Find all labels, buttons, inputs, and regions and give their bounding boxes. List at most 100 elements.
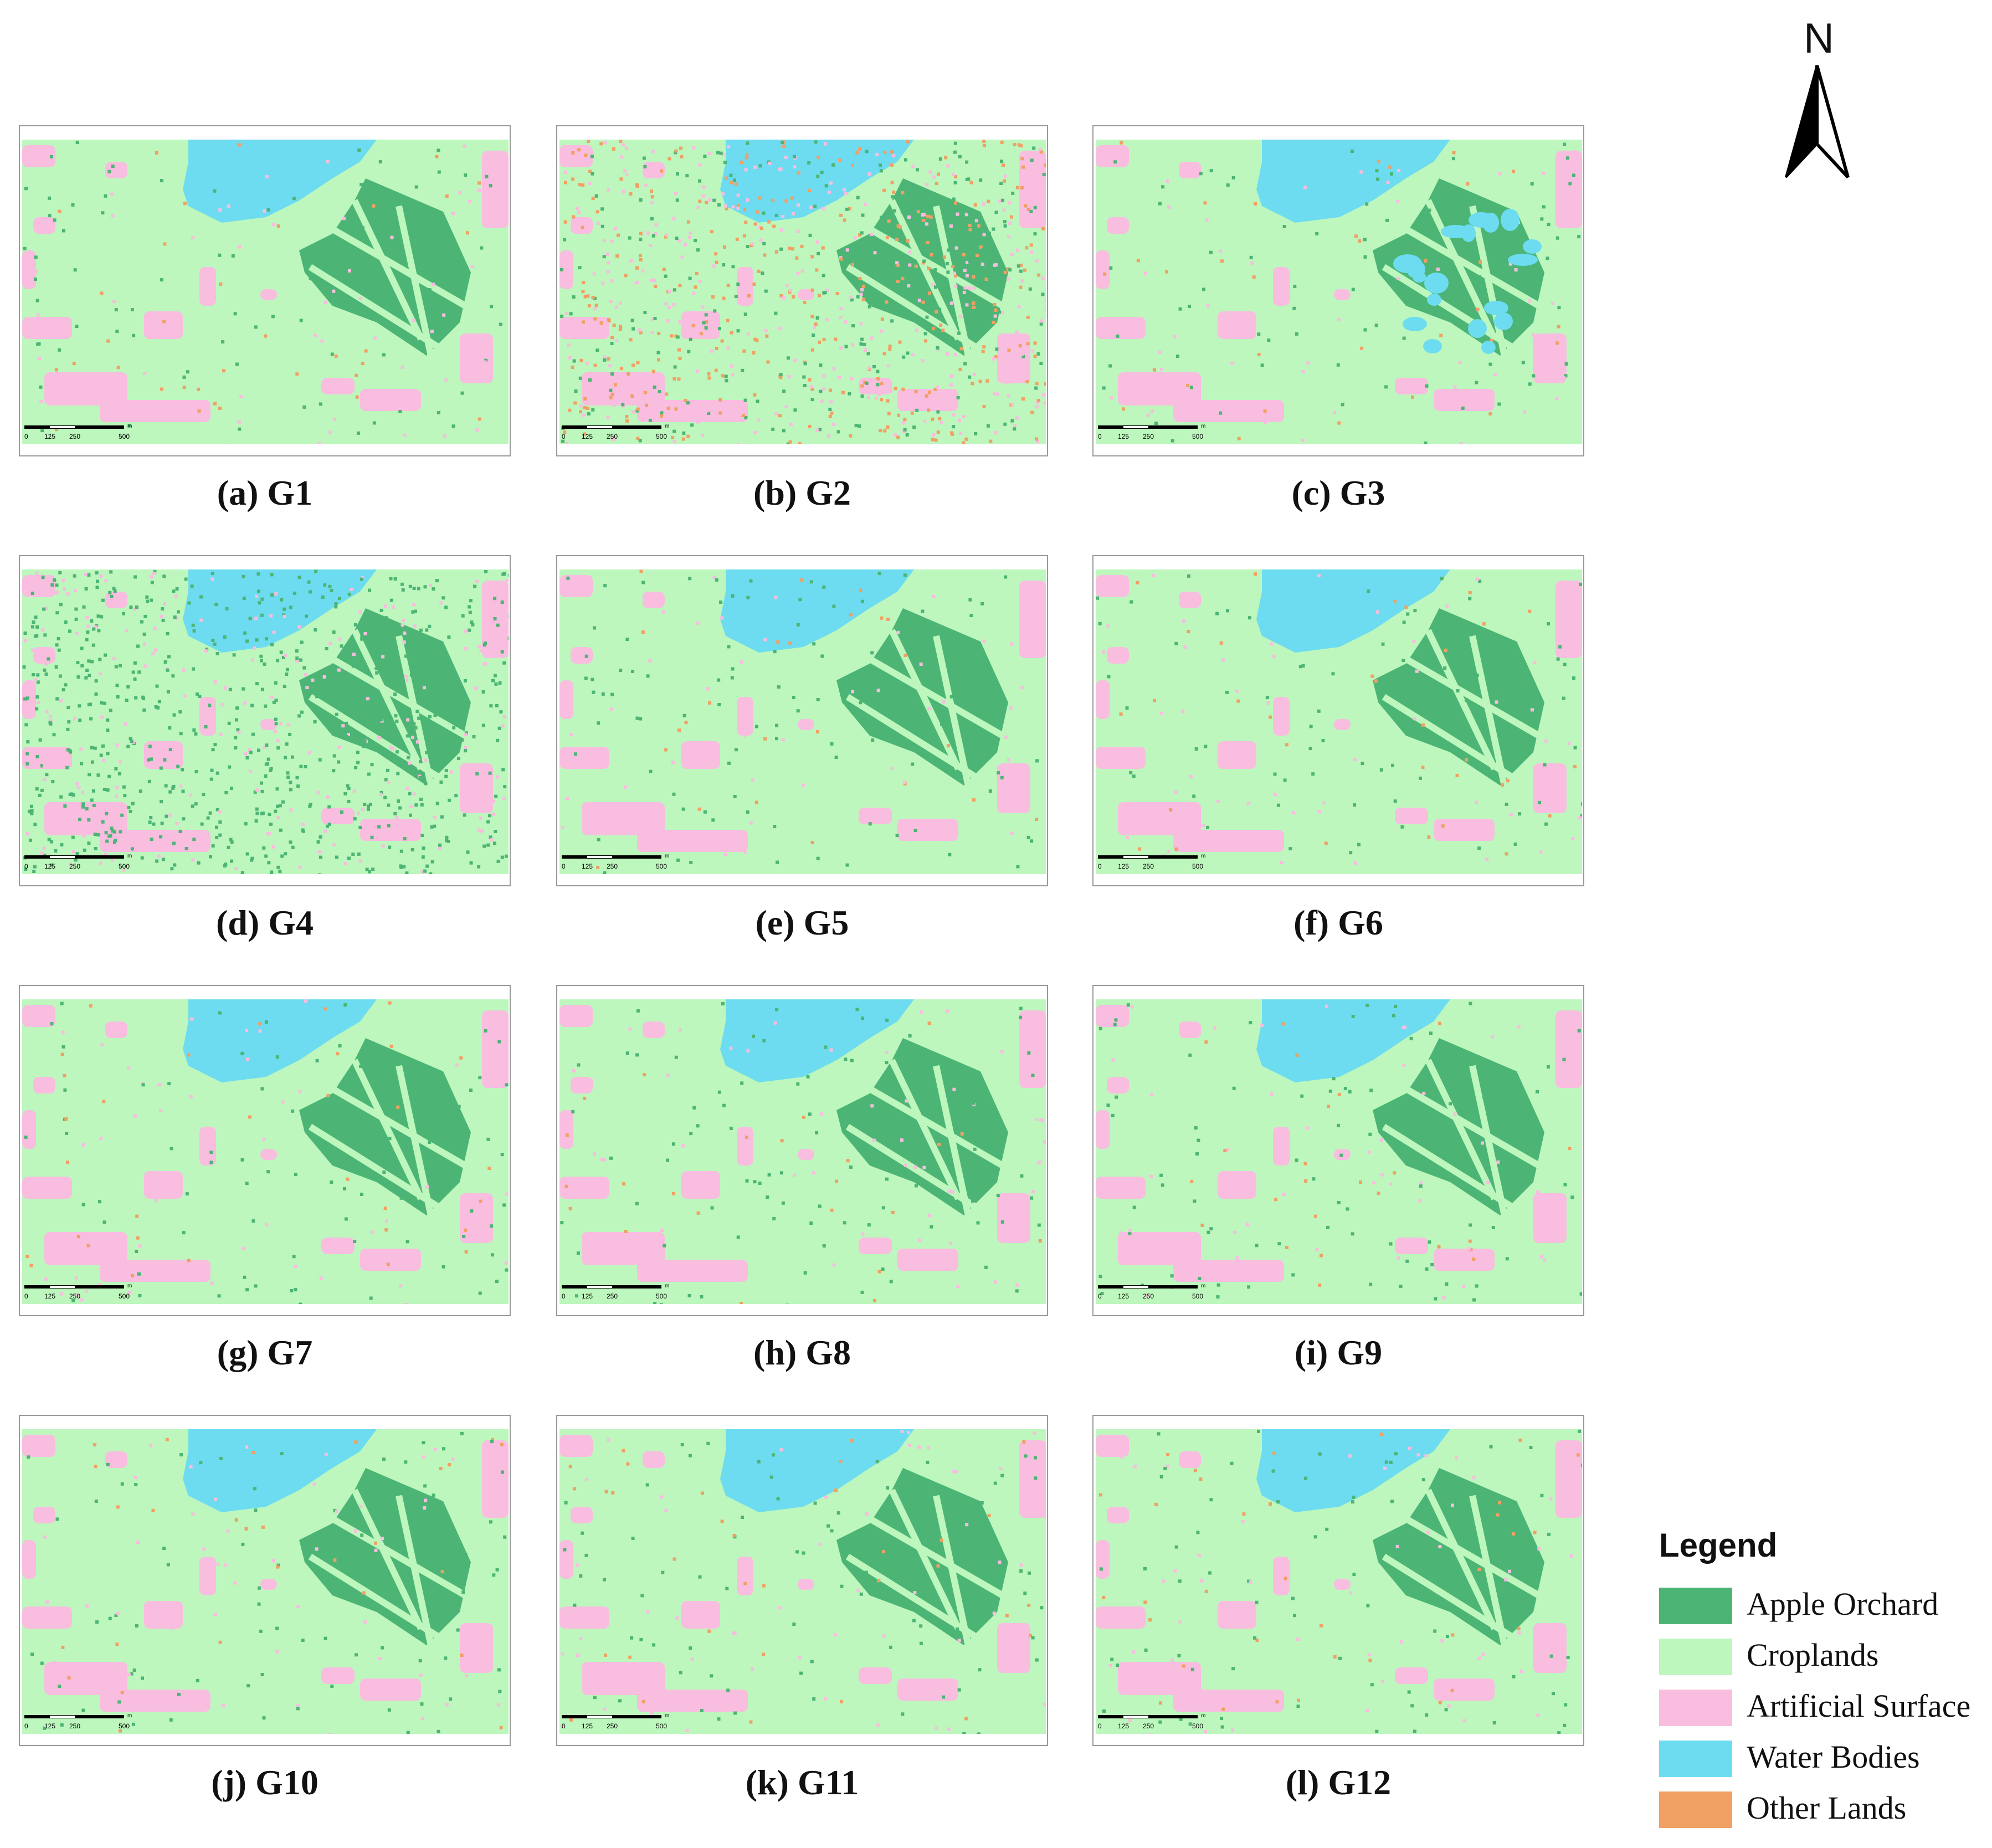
legend-item: Water Bodies — [1659, 1736, 1991, 1787]
legend-item: Croplands — [1659, 1634, 1991, 1685]
scale-bar: 0 125 250 500 m — [562, 853, 669, 870]
scale-bar: 0 125 250 500 m — [24, 1713, 132, 1730]
legend-item: Artificial Surface — [1659, 1685, 1991, 1736]
map-panel-3: 0 125 250 500 m — [1092, 125, 1584, 456]
scale-bar-tick: 0 — [1098, 1722, 1102, 1730]
panel-caption: (e) G5 — [755, 903, 849, 942]
map-panel-5: 0 125 250 500 m — [556, 555, 1048, 886]
legend: Legend Apple Orchard Croplands Artificial … — [1659, 1526, 1991, 1838]
scale-bar-tick: 125 — [1118, 1292, 1129, 1300]
scale-bar-tick: 125 — [1118, 1722, 1129, 1730]
panel-caption: (b) G2 — [753, 473, 851, 512]
scale-bar: 0 125 250 500 m — [24, 1283, 132, 1300]
scale-bar-tick: 125 — [582, 433, 593, 440]
land-cover-map: 0 125 250 500 m — [559, 569, 1046, 874]
scale-bar-tick: 125 — [582, 1292, 593, 1300]
scale-bar: 0 125 250 500 m — [562, 423, 669, 440]
scale-bar-tick: 0 — [562, 1722, 566, 1730]
scale-bar-tick: 500 — [656, 433, 667, 440]
scale-bar-tick: 250 — [607, 433, 618, 440]
legend-swatch — [1659, 1741, 1732, 1777]
panel-caption: (d) G4 — [216, 903, 314, 942]
scale-bar-tick: 500 — [119, 1722, 130, 1730]
panel-caption: (c) G3 — [1291, 473, 1385, 512]
north-arrow-icon — [1785, 65, 1850, 179]
scale-bar-tick: 125 — [44, 433, 55, 440]
panel-caption: (i) G9 — [1294, 1333, 1383, 1372]
scale-bar-tick: 250 — [607, 1292, 618, 1300]
scale-bar-tick: 250 — [1143, 863, 1154, 870]
legend-label: Other Lands — [1747, 1790, 1907, 1826]
scale-bar-tick: 500 — [119, 1292, 130, 1300]
scale-bar-unit: m — [1201, 423, 1205, 429]
scale-bar-tick: 500 — [1192, 1292, 1203, 1300]
scale-bar-tick: 500 — [1192, 1722, 1203, 1730]
legend-label: Artificial Surface — [1747, 1688, 1971, 1724]
panel-caption: (l) G12 — [1285, 1763, 1392, 1802]
scale-bar-unit: m — [665, 423, 669, 429]
north-label: N — [1804, 15, 1834, 62]
legend-label: Croplands — [1747, 1637, 1879, 1673]
map-panel-10: 0 125 250 500 m — [19, 1415, 511, 1746]
scale-bar-tick: 125 — [44, 863, 55, 870]
scale-bar-unit: m — [665, 853, 669, 859]
legend-label: Water Bodies — [1747, 1739, 1920, 1775]
scale-bar: 0 125 250 500 m — [24, 853, 132, 870]
scale-bar-tick: 250 — [607, 863, 618, 870]
scale-bar-unit: m — [127, 1283, 132, 1289]
scale-bar-tick: 0 — [562, 863, 566, 870]
scale-bar-tick: 500 — [656, 1292, 667, 1300]
map-panel-9: 0 125 250 500 m — [1092, 985, 1584, 1316]
scale-bar: 0 125 250 500 m — [1098, 1283, 1205, 1300]
legend-item: Other Lands — [1659, 1787, 1991, 1838]
map-panel-4: 0 125 250 500 m — [19, 555, 511, 886]
legend-item: Apple Orchard — [1659, 1583, 1991, 1634]
scale-bar-tick: 0 — [24, 1722, 28, 1730]
scale-bar-unit: m — [127, 1713, 132, 1719]
map-panel-12: 0 125 250 500 m — [1092, 1415, 1584, 1746]
scale-bar-tick: 0 — [24, 1292, 28, 1300]
legend-swatch — [1659, 1588, 1732, 1624]
map-panel-7: 0 125 250 500 m — [19, 985, 511, 1316]
map-panel-2: 0 125 250 500 m — [556, 125, 1048, 456]
scale-bar-tick: 0 — [1098, 433, 1102, 440]
legend-swatch — [1659, 1639, 1732, 1675]
panel-caption: (g) G7 — [217, 1333, 313, 1372]
panel-caption: (j) G10 — [211, 1763, 319, 1802]
scale-bar-tick: 250 — [607, 1722, 618, 1730]
map-panel-6: 0 125 250 500 m — [1092, 555, 1584, 886]
scale-bar-tick: 250 — [69, 1292, 80, 1300]
scale-bar: 0 125 250 500 m — [1098, 853, 1205, 870]
legend-label: Apple Orchard — [1747, 1586, 1939, 1622]
scale-bar: 0 125 250 500 m — [24, 423, 132, 440]
scale-bar-tick: 0 — [1098, 863, 1102, 870]
scale-bar: 0 125 250 500 m — [1098, 1713, 1205, 1730]
scale-bar-tick: 0 — [1098, 1292, 1102, 1300]
scale-bar-unit: m — [1201, 1283, 1205, 1289]
legend-swatch — [1659, 1791, 1732, 1828]
scale-bar: 0 125 250 500 m — [562, 1283, 669, 1300]
scale-bar-tick: 500 — [1192, 433, 1203, 440]
land-cover-map: 0 125 250 500 m — [1096, 569, 1582, 874]
scale-bar-unit: m — [665, 1713, 669, 1719]
scale-bar-tick: 250 — [69, 1722, 80, 1730]
panel-caption: (a) G1 — [217, 473, 313, 512]
panel-caption: (h) G8 — [753, 1333, 851, 1372]
scale-bar-unit: m — [1201, 1713, 1205, 1719]
scale-bar: 0 125 250 500 m — [1098, 423, 1205, 440]
scale-bar-tick: 0 — [24, 863, 28, 870]
scale-bar-unit: m — [665, 1283, 669, 1289]
scale-bar: 0 125 250 500 m — [562, 1713, 669, 1730]
land-cover-map: 0 125 250 500 m — [1096, 140, 1582, 444]
scale-bar-tick: 125 — [44, 1292, 55, 1300]
scale-bar-unit: m — [127, 423, 132, 429]
land-cover-map: 0 125 250 500 m — [22, 140, 509, 444]
scale-bar-tick: 250 — [69, 863, 80, 870]
scale-bar-unit: m — [127, 853, 132, 859]
scale-bar-tick: 500 — [1192, 863, 1203, 870]
map-panel-8: 0 125 250 500 m — [556, 985, 1048, 1316]
scale-bar-tick: 500 — [656, 1722, 667, 1730]
scale-bar-tick: 250 — [1143, 1722, 1154, 1730]
scale-bar-tick: 250 — [69, 433, 80, 440]
scale-bar-tick: 500 — [119, 433, 130, 440]
